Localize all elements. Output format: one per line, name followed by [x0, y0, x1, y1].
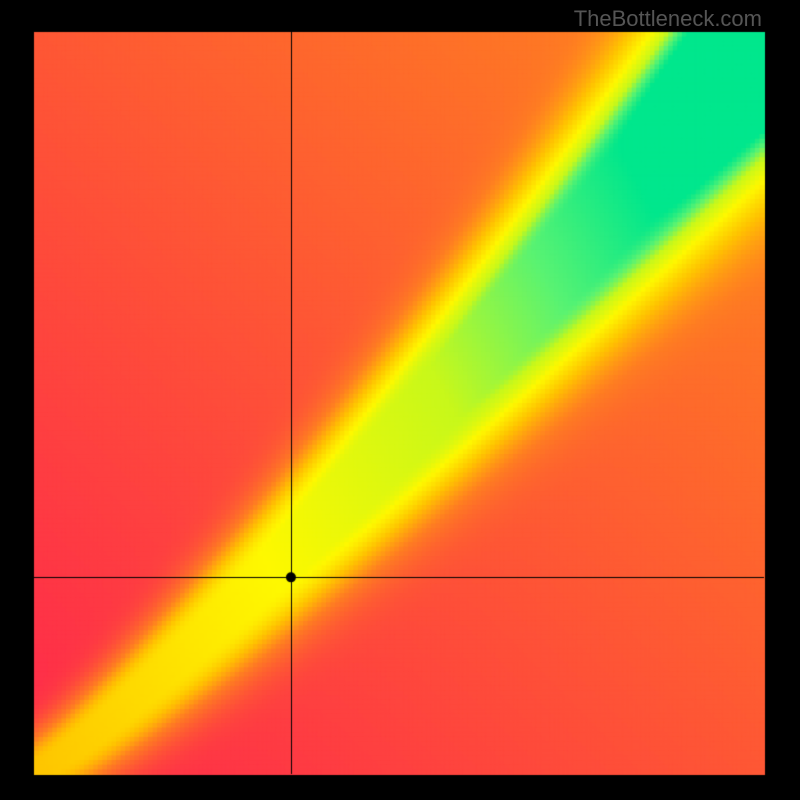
watermark-text: TheBottleneck.com — [574, 6, 762, 32]
bottleneck-heatmap — [0, 0, 800, 800]
chart-container: { "watermark": { "text": "TheBottleneck.… — [0, 0, 800, 800]
